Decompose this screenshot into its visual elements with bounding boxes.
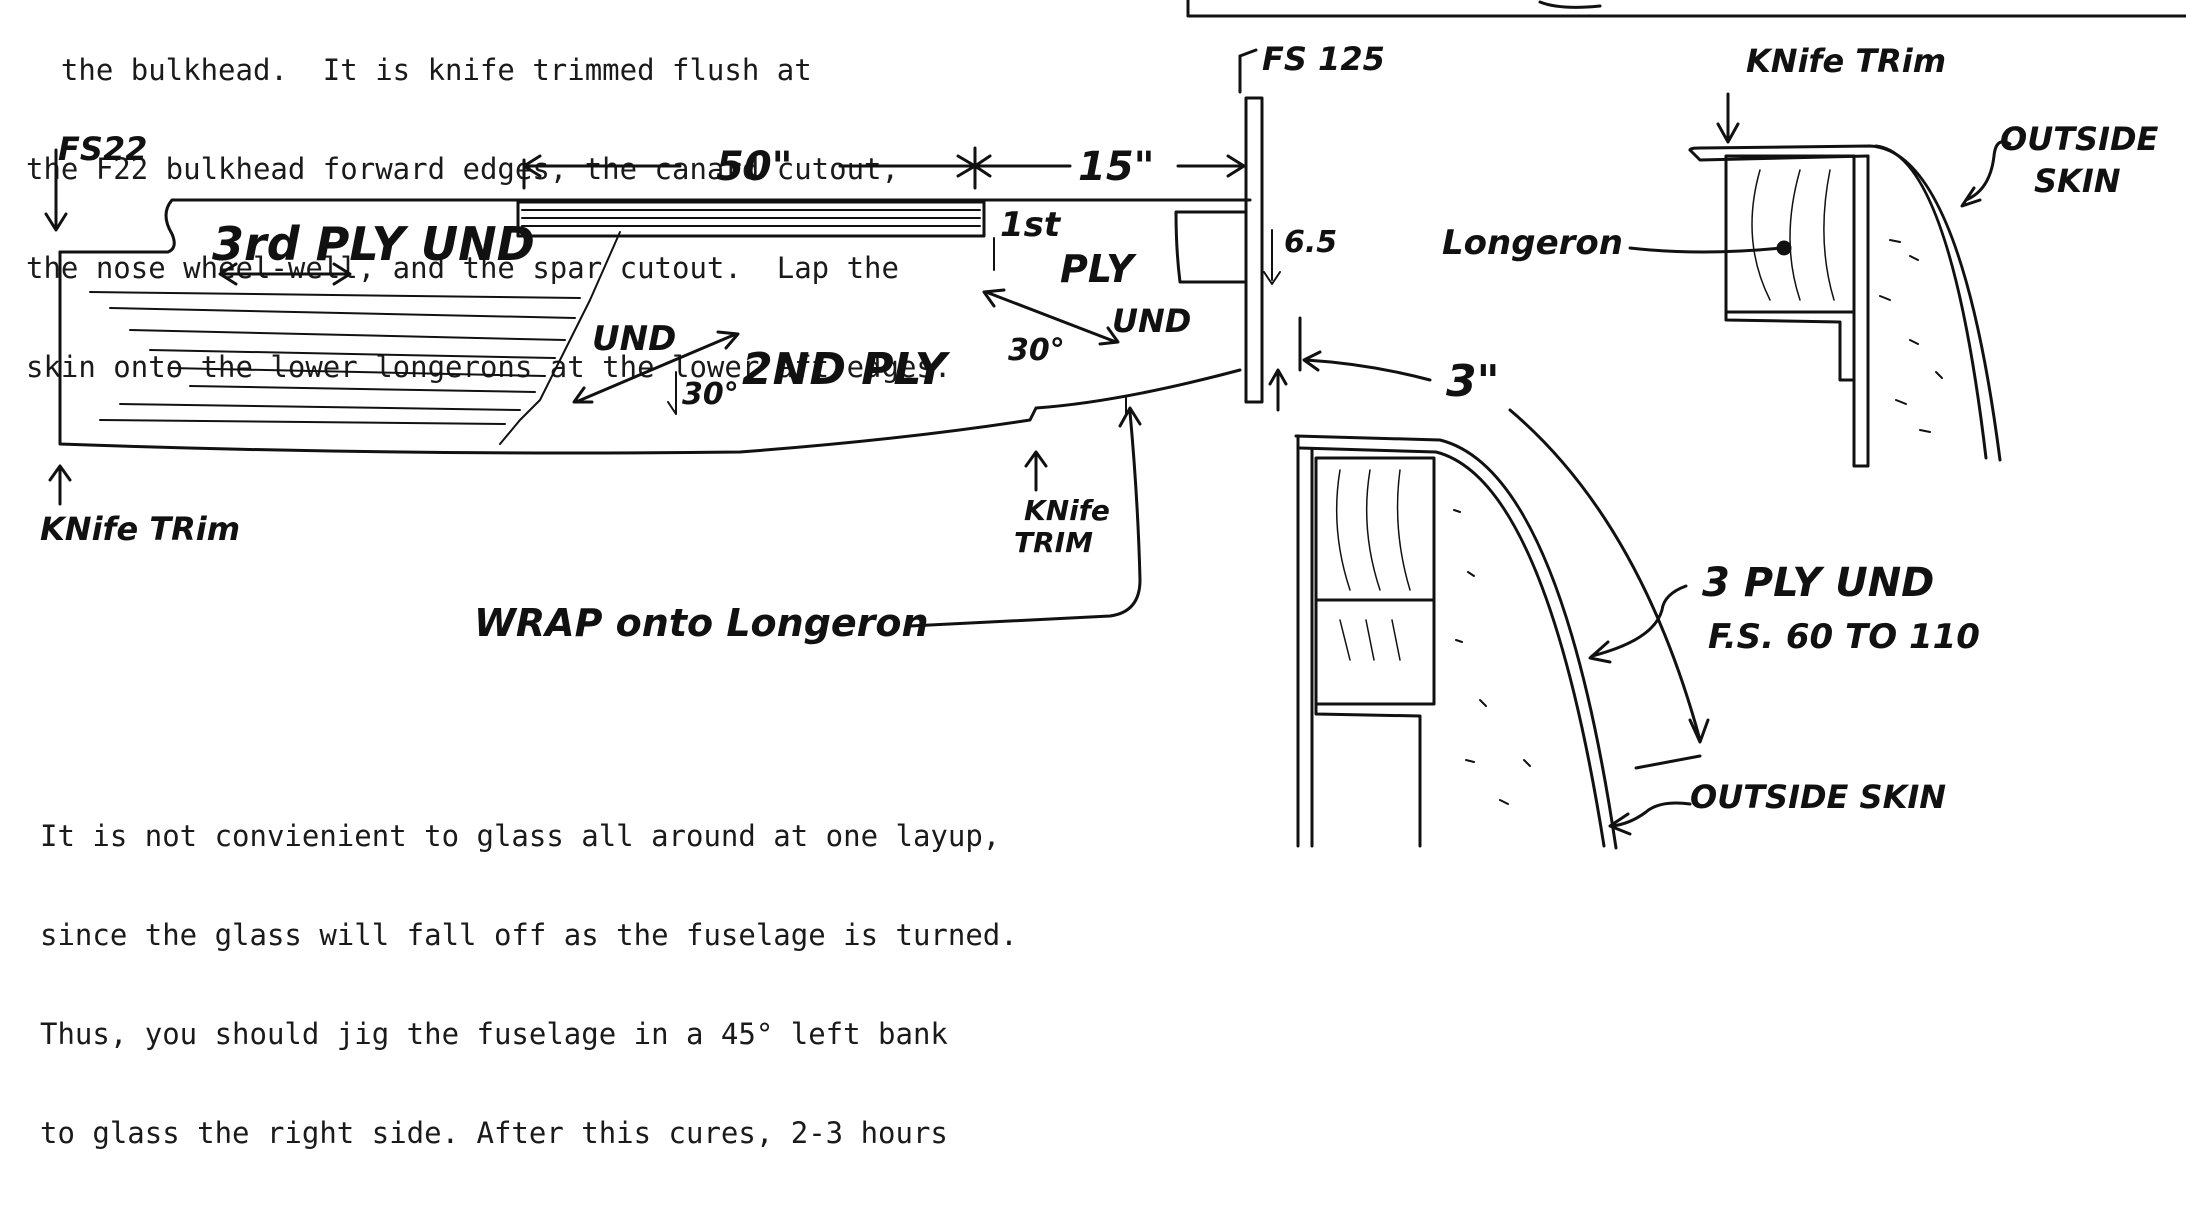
wrap-label: WRAP onto Longeron bbox=[474, 601, 929, 645]
und-label-1: UND bbox=[1112, 302, 1191, 340]
manual-page: the bulkhead. It is knife trimmed flush … bbox=[26, 0, 2186, 1150]
web-bottom bbox=[1296, 434, 1314, 848]
web-top bbox=[1852, 154, 1870, 468]
instruction-text-bottom: It is not convienient to glass all aroun… bbox=[40, 754, 1018, 1216]
longeron-label: Longeron bbox=[1442, 223, 1623, 263]
spar-cutout-hatch bbox=[516, 200, 986, 238]
fs-range-label: F.S. 60 TO 110 bbox=[1708, 617, 1980, 657]
dim-3-arc-right bbox=[1508, 408, 1710, 744]
dim-15-label: 15" bbox=[1078, 144, 1155, 190]
dim-3-end-bar bbox=[1634, 754, 1702, 770]
dim-3-up-arrow bbox=[1268, 368, 1288, 412]
knife-trim-left-arrow bbox=[48, 464, 72, 506]
text-line: Thus, you should jig the fuselage in a 4… bbox=[40, 1017, 948, 1051]
ply-edge-diagonal bbox=[499, 231, 621, 445]
outside-skin-bottom-label: OUTSIDE SKIN bbox=[1690, 778, 1946, 816]
cross-section-top bbox=[1628, 92, 2012, 468]
three-ply-leader bbox=[1588, 584, 1688, 664]
knife-trim-mid-label-2: TRIM bbox=[1014, 526, 1093, 559]
outside-skin-leader-top bbox=[1960, 140, 2012, 208]
longeron-leader bbox=[1628, 246, 1784, 254]
fs125-flag bbox=[1238, 48, 1258, 94]
knife-trim-left-label: KNife TRim bbox=[40, 510, 240, 548]
knife-trim-mid-label-1: KNife bbox=[1024, 494, 1110, 527]
ply1-label-b: PLY bbox=[1060, 247, 1137, 291]
dim-50-line bbox=[522, 154, 977, 178]
outside-skin-top-label-1: OUTSIDE bbox=[2000, 120, 2159, 158]
angle-label-2: 30° bbox=[682, 377, 739, 412]
angle-mark-2 bbox=[667, 371, 677, 415]
text-line: It is not convienient to glass all aroun… bbox=[40, 819, 1001, 853]
und-label-2: UND bbox=[592, 319, 676, 359]
text-line: to glass the right side. After this cure… bbox=[40, 1116, 948, 1150]
dim-3-arc-left bbox=[1304, 358, 1432, 382]
bulkhead-tab bbox=[1174, 210, 1246, 284]
ply1-arrow bbox=[982, 288, 1120, 346]
hatch-lines bbox=[521, 209, 981, 227]
longeron-block-bottom bbox=[1314, 456, 1436, 706]
ply-shading bbox=[89, 291, 581, 425]
ply1-label-a: 1st bbox=[1000, 205, 1062, 245]
fs125-label: FS 125 bbox=[1262, 40, 1385, 78]
dim-15-line bbox=[973, 154, 1246, 178]
text-line: the bulkhead. It is knife trimmed flush … bbox=[26, 53, 812, 87]
skin-outline-bottom bbox=[58, 250, 1242, 455]
knife-trim-mid-arrow bbox=[1024, 450, 1048, 492]
flange-top bbox=[1724, 310, 1856, 382]
outside-skin-top-label-2: SKIN bbox=[2034, 162, 2121, 200]
outer-skin-bottom bbox=[1294, 434, 1618, 850]
skin-outline-top bbox=[58, 198, 1252, 254]
outside-skin-leader-bottom bbox=[1608, 801, 1692, 836]
side-view bbox=[44, 48, 1710, 744]
ply2-label: 2ND PLY bbox=[742, 344, 951, 395]
three-ply-label: 3 PLY UND bbox=[1702, 560, 1934, 606]
instruction-text-top: the bulkhead. It is knife trimmed flush … bbox=[26, 0, 951, 450]
dim-6-5-label: 6.5 bbox=[1284, 225, 1337, 260]
dim-6-5 bbox=[1263, 229, 1281, 285]
dim-50-label: 50" bbox=[716, 144, 793, 190]
cross-section-bottom bbox=[1294, 434, 1702, 850]
text-line: the F22 bulkhead forward edges, the cana… bbox=[26, 152, 899, 186]
bulkhead-fs125 bbox=[1244, 96, 1264, 404]
foam-dots-top bbox=[1879, 239, 1943, 433]
wood-grain-bottom bbox=[1335, 469, 1411, 661]
inner-skin-top bbox=[1874, 144, 1988, 460]
knife-trim-top-label: KNife TRim bbox=[1746, 42, 1946, 80]
dim-3-label: 3" bbox=[1446, 356, 1500, 407]
wrap-leader bbox=[908, 406, 1142, 628]
ply2-arrow bbox=[572, 330, 740, 404]
longeron-dot bbox=[1776, 240, 1792, 256]
construction-drawing: FS22 FS 125 50" 15" 6.5 3" 3rd PLY UND 1… bbox=[40, 0, 2186, 850]
foam-dots-bottom bbox=[1453, 509, 1531, 805]
angle-label-1: 30° bbox=[1008, 333, 1065, 368]
dim-3-arc-head bbox=[1302, 350, 1322, 372]
top-box-edge bbox=[1186, 0, 2186, 18]
ply3-label: 3rd PLY UND bbox=[212, 217, 535, 271]
flange-bottom bbox=[1314, 702, 1422, 848]
fs22-label: FS22 bbox=[58, 130, 147, 168]
fs22-arrow bbox=[44, 148, 68, 232]
outer-skin-top bbox=[1688, 144, 2002, 462]
inner-skin-bottom bbox=[1298, 446, 1606, 848]
text-line: since the glass will fall off as the fus… bbox=[40, 918, 1018, 952]
ply3-arrow bbox=[218, 262, 352, 286]
knife-trim-arrow-top bbox=[1716, 92, 1740, 144]
wood-grain-top bbox=[1751, 169, 1835, 301]
top-box-scribble bbox=[1538, 0, 1602, 9]
